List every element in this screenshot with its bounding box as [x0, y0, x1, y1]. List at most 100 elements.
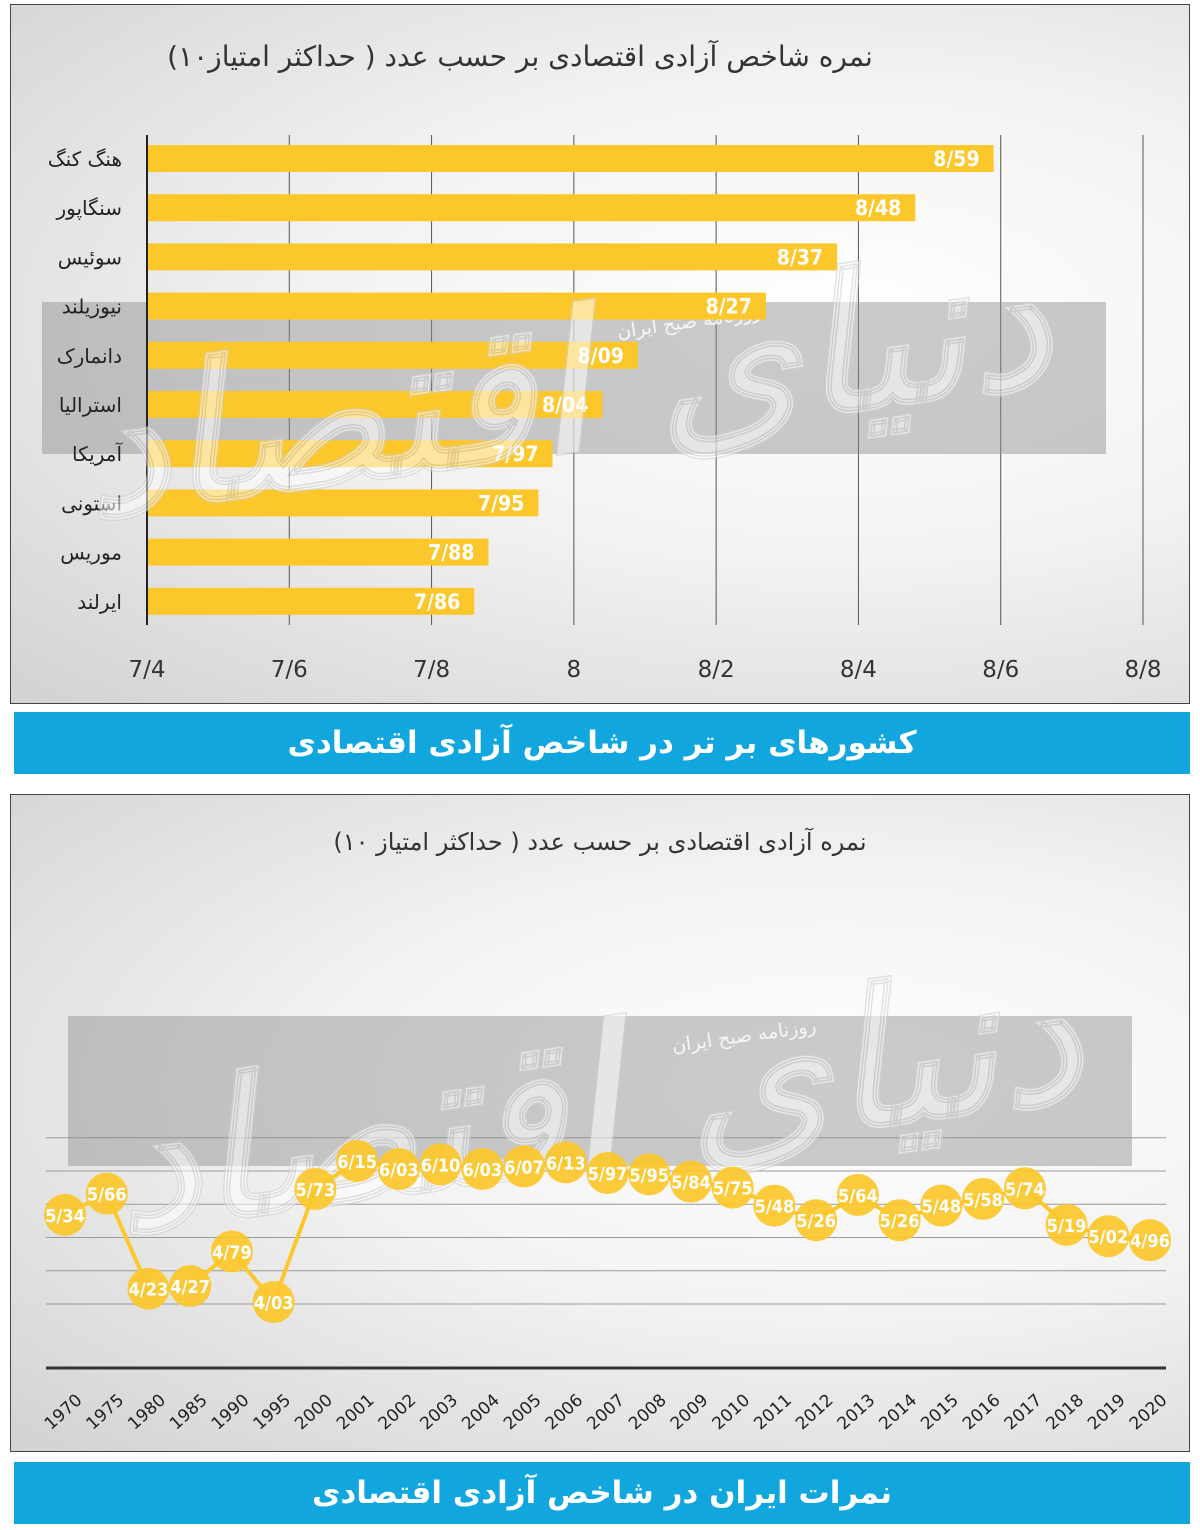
- watermark-band: [42, 302, 1106, 454]
- data-label: 6/03: [379, 1160, 419, 1181]
- x-tick-label: 1990: [208, 1390, 254, 1434]
- x-tick-label: 1970: [41, 1390, 87, 1434]
- x-tick-label: 2017: [1001, 1390, 1047, 1434]
- data-point: [962, 1177, 1005, 1220]
- data-label: 4/27: [170, 1277, 210, 1298]
- bar: [147, 194, 916, 222]
- data-point: [419, 1143, 462, 1186]
- data-label: 6/13: [546, 1153, 586, 1174]
- x-tick-label: 2002: [375, 1390, 421, 1434]
- data-label: 5/02: [1088, 1227, 1128, 1248]
- line-chart-title: نمره آزادی اقتصادی بر حسب عدد ( حداکثر ا…: [333, 828, 867, 856]
- data-label: 4/03: [254, 1293, 294, 1314]
- data-label: 5/66: [87, 1185, 127, 1206]
- x-tick-label: 2003: [416, 1390, 462, 1434]
- data-label: 4/79: [212, 1242, 252, 1263]
- data-point: [1003, 1167, 1046, 1210]
- x-tick-label: 1995: [250, 1390, 296, 1434]
- x-tick-label: 7/4: [128, 657, 165, 683]
- line-chart-caption: نمرات ایران در شاخص آزادی اقتصادی: [14, 1462, 1190, 1524]
- data-label: 5/97: [588, 1164, 628, 1185]
- bar-value-label: 7/86: [414, 590, 460, 614]
- data-point: [711, 1166, 754, 1209]
- x-tick-label: 2016: [959, 1390, 1005, 1434]
- x-tick-label: 1980: [124, 1390, 170, 1434]
- data-label: 5/95: [629, 1165, 669, 1186]
- data-point: [878, 1199, 921, 1242]
- x-tick-label: 8: [567, 657, 582, 683]
- data-label: 5/34: [45, 1206, 85, 1227]
- data-point: [336, 1140, 379, 1183]
- x-tick-label: 2006: [542, 1390, 588, 1434]
- category-label: نیوزیلند: [62, 295, 122, 319]
- data-point: [1087, 1215, 1130, 1258]
- category-label: موریس: [60, 541, 122, 565]
- bar-chart-title: نمره شاخص آزادی اقتصادی بر حسب عدد ( حدا…: [167, 40, 873, 73]
- data-point: [1045, 1203, 1088, 1246]
- data-point: [669, 1160, 712, 1203]
- category-label: ایرلند: [77, 590, 122, 614]
- category-label: استونی: [61, 491, 122, 515]
- x-tick-label: 7/6: [271, 657, 308, 683]
- x-tick-label: 2018: [1042, 1390, 1088, 1434]
- data-point: [127, 1267, 170, 1310]
- x-tick-label: 2013: [834, 1390, 880, 1434]
- data-point: [1129, 1219, 1171, 1262]
- x-tick-label: 2000: [291, 1390, 337, 1434]
- data-label: 5/74: [1005, 1179, 1045, 1200]
- x-tick-label: 2014: [876, 1390, 922, 1434]
- bar-value-label: 8/37: [777, 245, 823, 269]
- x-tick-label: 2008: [625, 1390, 671, 1434]
- bar: [147, 587, 475, 615]
- bar-value-label: 7/88: [428, 541, 474, 565]
- category-label: سوئیس: [58, 245, 122, 269]
- bar-value-label: 8/27: [706, 295, 752, 319]
- bar: [147, 538, 489, 566]
- data-point: [377, 1148, 420, 1191]
- x-tick-label: 2009: [667, 1390, 713, 1434]
- data-label: 5/58: [963, 1190, 1003, 1211]
- data-point: [544, 1141, 587, 1184]
- bar-value-label: 7/95: [478, 491, 524, 515]
- data-label: 6/15: [337, 1152, 377, 1173]
- x-tick-label: 2012: [792, 1390, 838, 1434]
- watermark-band: [68, 1016, 1132, 1166]
- x-tick-label: 7/8: [413, 657, 450, 683]
- x-tick-label: 8/8: [1124, 657, 1161, 683]
- x-tick-label: 1975: [83, 1390, 129, 1434]
- data-point: [628, 1153, 671, 1196]
- data-point: [461, 1148, 504, 1191]
- x-tick-label: 2019: [1084, 1390, 1130, 1434]
- data-point: [252, 1281, 295, 1324]
- category-label: سنگاپور: [56, 196, 123, 221]
- bar: [147, 292, 766, 320]
- data-label: 5/26: [796, 1211, 836, 1232]
- x-tick-label: 2010: [709, 1390, 755, 1434]
- data-label: 4/23: [129, 1280, 169, 1301]
- x-tick-label: 8/4: [840, 657, 877, 683]
- x-tick-label: 2001: [333, 1390, 379, 1434]
- data-point: [920, 1184, 963, 1227]
- data-label: 5/84: [671, 1173, 711, 1194]
- data-point: [503, 1145, 546, 1188]
- data-point: [753, 1184, 796, 1227]
- data-label: 5/48: [921, 1197, 961, 1218]
- x-tick-label: 2004: [458, 1390, 504, 1434]
- bar-value-label: 8/04: [542, 393, 588, 417]
- x-tick-label: 2015: [917, 1390, 963, 1434]
- data-label: 4/96: [1130, 1231, 1170, 1252]
- x-tick-label: 2005: [500, 1390, 546, 1434]
- x-tick-label: 8/2: [698, 657, 735, 683]
- bar: [147, 489, 539, 517]
- category-label: دانمارک: [57, 344, 122, 368]
- category-label: استرالیا: [59, 393, 122, 417]
- x-tick-label: 1985: [166, 1390, 212, 1434]
- data-point: [836, 1173, 879, 1216]
- data-point: [169, 1265, 212, 1308]
- bar-value-label: 8/59: [933, 147, 979, 171]
- data-label: 5/26: [880, 1211, 920, 1232]
- data-label: 6/03: [462, 1160, 502, 1181]
- data-label: 5/64: [838, 1186, 878, 1207]
